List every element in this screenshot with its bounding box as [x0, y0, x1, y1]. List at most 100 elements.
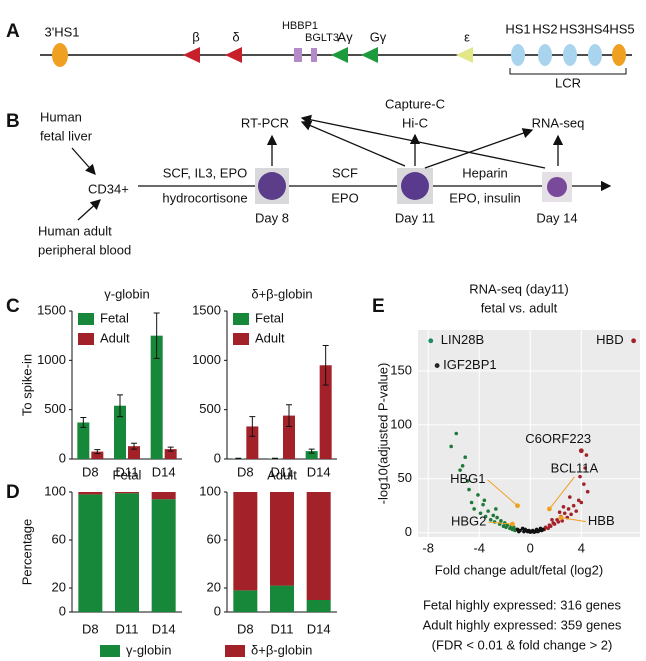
point [482, 498, 487, 503]
point [481, 502, 485, 507]
legend-swatch [78, 333, 94, 345]
legend-label: Adult [100, 330, 130, 345]
bar [305, 451, 318, 459]
annotation: LIN28B [441, 332, 484, 347]
assay: Capture-C [385, 96, 445, 111]
legend-swatch [233, 313, 249, 325]
bar-segment [306, 492, 331, 600]
y-tick-label: 100 [199, 483, 221, 498]
chart-title: γ-globin [104, 286, 150, 301]
bar [164, 449, 177, 459]
error-bar [131, 442, 137, 450]
y-axis-label: Percentage [19, 519, 34, 586]
legend-label: γ-globin [126, 642, 172, 657]
legend-label: δ+β-globin [251, 642, 312, 657]
note: (FDR < 0.01 & fold change > 2) [432, 637, 613, 652]
panel-label: D [6, 482, 20, 503]
annotation: HBG1 [450, 471, 485, 486]
y-tick-label: 0 [405, 524, 412, 539]
y-axis-label: -log10(adjusted P-value) [375, 363, 390, 505]
lcr-bracket [509, 68, 627, 75]
bar [150, 335, 163, 459]
x-tick-label: D14 [152, 621, 176, 636]
leader-line [549, 476, 575, 510]
y-tick-label: 60 [207, 531, 221, 546]
condition: SCF [332, 165, 358, 180]
annotated-point [434, 363, 440, 368]
source-label: peripheral blood [38, 242, 131, 257]
y-tick-label: 0 [59, 603, 66, 618]
element-label: BGLT3 [305, 32, 339, 44]
point [465, 479, 470, 483]
bar-segment [151, 499, 176, 612]
point [469, 500, 474, 505]
point [491, 513, 496, 518]
point [562, 511, 567, 516]
bracket-label: LCR [555, 75, 581, 90]
y-tick-label: 60 [52, 531, 66, 546]
cell [258, 172, 286, 200]
x-tick-label: D8 [237, 464, 254, 479]
point [454, 431, 459, 436]
bar [91, 451, 104, 459]
y-tick-label: 0 [59, 450, 66, 465]
panel-label: B [6, 111, 20, 132]
cell-label: CD34+ [88, 181, 129, 196]
bar-segment [78, 494, 103, 612]
y-tick-label: 50 [398, 470, 412, 485]
x-tick-label: D14 [152, 464, 176, 479]
element-label: ε [464, 29, 470, 44]
point [561, 505, 566, 509]
element-label: HS5 [609, 21, 634, 36]
point [569, 512, 573, 517]
point [576, 498, 581, 503]
x-tick-label: D11 [271, 621, 294, 636]
point [546, 526, 550, 531]
chart-title: δ+β-globin [251, 286, 312, 301]
annotation: IGF2BP1 [443, 357, 496, 372]
note: Adult highly expressed: 359 genes [423, 617, 622, 632]
point [495, 515, 499, 520]
error-bar [249, 416, 256, 437]
point [505, 523, 510, 527]
y-tick-label: 1500 [192, 302, 221, 317]
point [578, 474, 582, 479]
source-label: fetal liver [40, 128, 93, 143]
legend-label: Fetal [255, 310, 284, 325]
leader-line [488, 521, 513, 525]
x-tick-label: -8 [422, 540, 434, 555]
point [584, 453, 589, 457]
x-tick-label: D8 [82, 621, 99, 636]
bar-segment [306, 600, 331, 612]
point [494, 507, 498, 511]
bar [246, 426, 259, 459]
bar-segment [270, 585, 294, 612]
bar-segment [270, 492, 294, 586]
error-bar [286, 404, 292, 427]
error-bar [235, 457, 242, 460]
cell [401, 172, 429, 200]
point [582, 482, 586, 486]
gene [456, 47, 473, 63]
chart-subtitle: fetal vs. adult [481, 300, 558, 315]
x-tick-label: D14 [307, 464, 331, 479]
y-tick-label: 0 [214, 603, 221, 618]
pseudogene [294, 48, 302, 62]
lncrna [311, 48, 317, 62]
x-tick-label: 0 [527, 540, 534, 555]
arrow [300, 114, 546, 169]
legend-swatch [78, 313, 94, 325]
point [579, 500, 584, 505]
arrow [424, 128, 534, 169]
point [550, 517, 554, 522]
panel-label: C [6, 296, 20, 317]
point [585, 489, 590, 494]
hs-site [588, 44, 602, 66]
note: Fetal highly expressed: 316 genes [423, 597, 622, 612]
annotated-point [558, 515, 564, 520]
source-label: Human adult [38, 223, 112, 238]
point [472, 507, 476, 511]
point [488, 517, 493, 522]
x-tick-label: D8 [237, 621, 254, 636]
